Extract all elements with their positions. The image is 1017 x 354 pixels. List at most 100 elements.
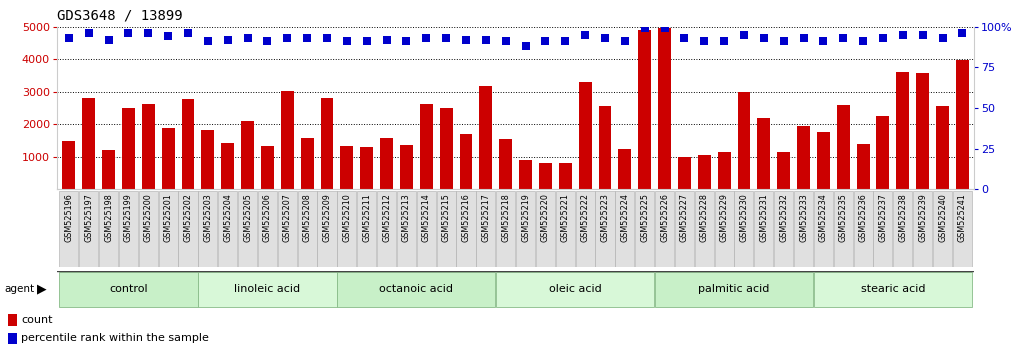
Point — [339, 38, 355, 44]
Text: GSM525217: GSM525217 — [481, 193, 490, 242]
Point — [776, 38, 792, 44]
Text: GSM525239: GSM525239 — [918, 193, 928, 242]
Bar — [439, 108, 453, 189]
Text: palmitic acid: palmitic acid — [699, 284, 770, 295]
FancyBboxPatch shape — [59, 191, 78, 267]
Text: GSM525221: GSM525221 — [560, 193, 570, 242]
Text: octanoic acid: octanoic acid — [379, 284, 454, 295]
FancyBboxPatch shape — [119, 191, 138, 267]
Text: GSM525228: GSM525228 — [700, 193, 709, 242]
Bar — [460, 134, 473, 189]
Point — [935, 35, 951, 41]
Point — [656, 25, 672, 31]
Bar — [360, 147, 373, 189]
Bar — [558, 163, 572, 189]
Point — [557, 38, 574, 44]
Text: GSM525207: GSM525207 — [283, 193, 292, 242]
Point — [637, 25, 653, 31]
Bar — [8, 314, 17, 326]
FancyBboxPatch shape — [298, 191, 316, 267]
Text: GDS3648 / 13899: GDS3648 / 13899 — [57, 9, 183, 23]
Point — [378, 37, 395, 42]
FancyBboxPatch shape — [417, 191, 436, 267]
Point — [458, 37, 474, 42]
Bar — [896, 72, 909, 189]
Point — [220, 37, 236, 42]
FancyBboxPatch shape — [219, 191, 237, 267]
Point — [359, 38, 375, 44]
Bar — [579, 82, 592, 189]
Bar — [201, 130, 215, 189]
Bar — [162, 127, 175, 189]
FancyBboxPatch shape — [496, 191, 516, 267]
FancyBboxPatch shape — [238, 191, 257, 267]
FancyBboxPatch shape — [198, 272, 337, 307]
Point — [616, 38, 633, 44]
Text: GSM525237: GSM525237 — [879, 193, 888, 242]
Bar — [698, 155, 711, 189]
Bar — [400, 145, 413, 189]
Bar — [301, 138, 313, 189]
Point — [279, 35, 295, 41]
FancyBboxPatch shape — [436, 191, 456, 267]
Point — [795, 35, 812, 41]
Bar — [222, 143, 234, 189]
Text: GSM525220: GSM525220 — [541, 193, 550, 242]
FancyBboxPatch shape — [317, 191, 337, 267]
Bar — [758, 118, 770, 189]
Text: GSM525240: GSM525240 — [938, 193, 947, 242]
Bar — [320, 98, 334, 189]
Text: agent: agent — [4, 284, 35, 295]
FancyBboxPatch shape — [159, 191, 178, 267]
Text: count: count — [21, 315, 53, 325]
Bar — [281, 91, 294, 189]
Text: GSM525201: GSM525201 — [164, 193, 173, 242]
Text: GSM525241: GSM525241 — [958, 193, 967, 242]
Point — [518, 43, 534, 49]
Point — [160, 34, 176, 39]
FancyBboxPatch shape — [138, 191, 158, 267]
Point — [478, 37, 494, 42]
FancyBboxPatch shape — [814, 272, 972, 307]
Bar — [956, 60, 969, 189]
Text: stearic acid: stearic acid — [860, 284, 925, 295]
Text: GSM525198: GSM525198 — [104, 193, 113, 242]
FancyBboxPatch shape — [675, 191, 694, 267]
Point — [239, 35, 255, 41]
Text: GSM525230: GSM525230 — [739, 193, 749, 242]
Text: GSM525236: GSM525236 — [858, 193, 868, 242]
Bar — [817, 132, 830, 189]
FancyBboxPatch shape — [655, 272, 813, 307]
Point — [716, 38, 732, 44]
Point — [120, 30, 136, 36]
Text: GSM525216: GSM525216 — [462, 193, 471, 242]
Point — [259, 38, 276, 44]
Bar — [62, 141, 75, 189]
FancyBboxPatch shape — [755, 191, 773, 267]
FancyBboxPatch shape — [814, 191, 833, 267]
FancyBboxPatch shape — [357, 191, 376, 267]
Point — [855, 38, 872, 44]
Text: GSM525227: GSM525227 — [680, 193, 689, 242]
Point — [736, 32, 753, 38]
FancyBboxPatch shape — [536, 191, 555, 267]
Text: GSM525208: GSM525208 — [303, 193, 311, 242]
Bar — [341, 146, 353, 189]
Bar — [8, 333, 17, 344]
Text: GSM525219: GSM525219 — [521, 193, 530, 242]
FancyBboxPatch shape — [338, 272, 495, 307]
Bar — [678, 157, 691, 189]
Bar — [122, 108, 135, 189]
Point — [816, 38, 832, 44]
Text: GSM525214: GSM525214 — [422, 193, 431, 242]
Text: GSM525234: GSM525234 — [819, 193, 828, 242]
Point — [319, 35, 336, 41]
Point — [835, 35, 851, 41]
FancyBboxPatch shape — [377, 191, 396, 267]
Bar — [519, 160, 532, 189]
FancyBboxPatch shape — [178, 191, 197, 267]
Text: linoleic acid: linoleic acid — [234, 284, 300, 295]
Bar — [639, 30, 651, 189]
FancyBboxPatch shape — [695, 191, 714, 267]
FancyBboxPatch shape — [496, 272, 654, 307]
